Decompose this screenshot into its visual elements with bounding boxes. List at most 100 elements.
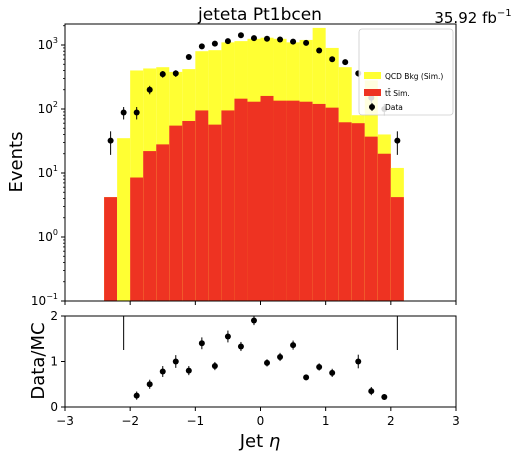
- legend-data-marker: [369, 104, 375, 110]
- ttbar-bar: [169, 125, 183, 301]
- y-tick-base: 10: [38, 230, 53, 244]
- ttbar-bar: [312, 103, 326, 301]
- ttbar-bar: [130, 177, 144, 301]
- ttbar-bar: [104, 197, 118, 301]
- ttbar-bar: [156, 144, 170, 301]
- ratio-y-axis: 0 1 2: [50, 309, 65, 414]
- ttbar-bar: [273, 100, 287, 302]
- y-tick-exponent: 1: [53, 164, 58, 173]
- data-point: [316, 47, 323, 54]
- ratio-y-axis-label: Data/MC: [28, 322, 49, 399]
- ratio-point: [355, 358, 362, 365]
- y-axis-label: Events: [6, 132, 27, 193]
- ratio-point: [329, 369, 336, 376]
- ttbar-bar: [182, 120, 196, 302]
- data-point: [198, 43, 205, 50]
- legend-swatch-ttbar: [364, 89, 381, 96]
- ratio-point: [146, 381, 153, 388]
- y-tick-base: 10: [31, 294, 46, 308]
- ratio-point: [303, 374, 310, 381]
- data-point: [172, 70, 179, 77]
- ttbar-bar: [286, 100, 300, 302]
- y-tick-base: 10: [38, 38, 53, 52]
- x-axis-label: Jet η: [239, 431, 281, 452]
- ttbar-bar: [247, 101, 261, 301]
- data-point: [342, 59, 349, 66]
- ttbar-bar: [208, 124, 222, 301]
- ttbar-bar: [234, 98, 248, 301]
- y-tick-label: 101: [38, 164, 58, 180]
- data-point: [277, 36, 284, 43]
- y-tick-exponent: −1: [46, 292, 58, 301]
- data-point: [185, 53, 192, 60]
- x-tick-label: −1: [186, 414, 204, 428]
- data-point: [329, 56, 336, 63]
- ratio-y-tick-label: 1: [50, 355, 58, 369]
- ratio-y-tick-label: 0: [50, 400, 58, 414]
- x-tick-label: 3: [452, 414, 460, 428]
- ratio-point: [198, 340, 205, 347]
- ttbar-bar: [351, 123, 365, 301]
- x-axis-label-symbol: η: [269, 431, 280, 452]
- luminosity-unit: fb: [482, 9, 497, 27]
- legend-label-qcd: QCD Bkg (Sim.): [385, 72, 443, 81]
- ratio-plot-area: [65, 316, 456, 407]
- ratio-point: [159, 368, 166, 375]
- chart-title: jeteta Pt1bcen: [197, 5, 322, 25]
- y-tick-exponent: 3: [53, 36, 58, 45]
- y-tick-label: 100: [38, 228, 58, 244]
- ttbar-bar: [221, 110, 235, 301]
- ratio-point: [224, 333, 231, 340]
- ratio-data-points: [133, 316, 388, 400]
- ratio-point: [211, 363, 218, 370]
- x-tick-label: −3: [56, 414, 74, 428]
- data-point: [250, 35, 257, 42]
- luminosity-value: 35.92: [434, 9, 477, 27]
- data-point: [159, 71, 166, 78]
- data-point: [394, 137, 401, 144]
- data-point: [264, 35, 271, 42]
- y-tick-exponent: 0: [53, 228, 58, 237]
- legend-swatch-qcd: [364, 72, 381, 79]
- ratio-point: [185, 367, 192, 374]
- y-tick-base: 10: [38, 166, 53, 180]
- ttbar-bar: [377, 153, 391, 301]
- x-axis-label-text: Jet: [239, 431, 269, 452]
- x-tick-label: 2: [387, 414, 395, 428]
- data-point: [133, 109, 140, 116]
- ratio-point: [133, 392, 140, 399]
- ratio-vertical-lines: [123, 316, 398, 350]
- ratio-point: [264, 359, 271, 366]
- main-bars: [104, 27, 404, 302]
- y-tick-label: 10−1: [31, 292, 58, 308]
- ttbar-bar: [299, 101, 313, 301]
- legend: QCD Bkg (Sim.) tt̄ Sim. Data: [358, 28, 454, 116]
- ratio-point: [237, 343, 244, 350]
- ratio-point: [381, 393, 388, 400]
- y-tick-label: 103: [38, 36, 58, 52]
- ratio-panel: 0 1 2 −3 −2 −1 0 1 2 3 Data/MC Jet η: [28, 309, 460, 452]
- ratio-point: [368, 388, 375, 395]
- y-tick-label: 102: [38, 100, 58, 116]
- ratio-y-tick-label: 2: [50, 309, 58, 323]
- data-point: [146, 86, 153, 93]
- y-tick-exponent: 2: [53, 100, 58, 109]
- data-point: [224, 38, 231, 45]
- ttbar-bar: [390, 197, 404, 301]
- ttbar-bar: [195, 110, 209, 301]
- ratio-point: [277, 353, 284, 360]
- data-point: [211, 40, 218, 47]
- data-point: [120, 109, 127, 116]
- main-x-ticks: [64, 301, 457, 305]
- data-point: [237, 32, 244, 39]
- ratio-point: [250, 317, 257, 324]
- legend-label-data: Data: [385, 103, 403, 112]
- ratio-point: [172, 358, 179, 365]
- ttbar-bar: [260, 95, 274, 302]
- x-tick-label: 1: [322, 414, 330, 428]
- legend-box: [358, 28, 454, 116]
- ttbar-bar: [143, 151, 157, 301]
